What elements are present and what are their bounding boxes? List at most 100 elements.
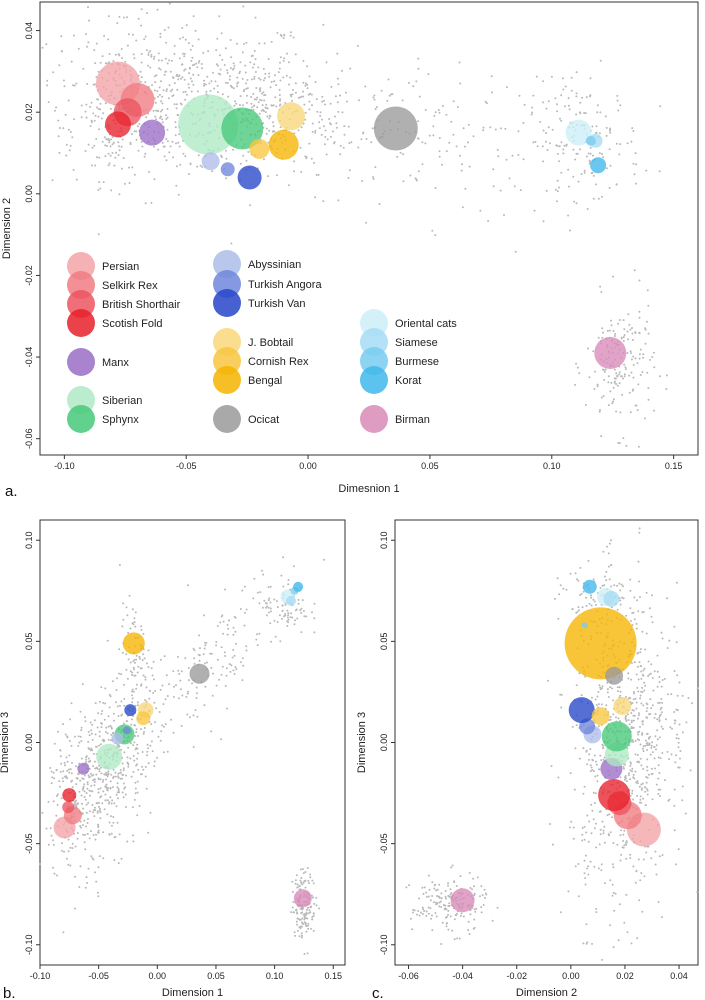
legend-swatch (213, 250, 241, 278)
y-tick-label: -0.06 (24, 428, 34, 449)
y-tick-label: 0.00 (24, 185, 34, 203)
x-tick-label: 0.05 (421, 461, 439, 471)
x-tick-label: 0.15 (325, 971, 343, 981)
legend-swatch (67, 309, 95, 337)
sample-points (41, 2, 668, 448)
plot-panel-a: -0.10 -0.05 0.00 0.05 0.10 0.15 -0.06 -0.04 -0.0… (1, 1, 699, 500)
plot-panel-b: -0.10 -0.05 0.00 0.05 0.10 0.15 -0.10 -0.05 0.00… (0, 519, 346, 1000)
sample-points (405, 527, 699, 961)
legend-swatch (360, 405, 388, 433)
legend-label: Oriental cats (395, 318, 457, 330)
legend-item: Ocicat (213, 405, 279, 433)
y-tick-label: 0.10 (24, 531, 34, 549)
legend-swatch (213, 289, 241, 317)
legend-label: Siberian (102, 395, 142, 407)
legend-item: Bengal (213, 366, 282, 394)
breed-point-bengal (268, 129, 299, 160)
x-axis-label: Dimension 2 (516, 987, 577, 999)
plot-panel-c: -0.06 -0.04 -0.02 0.00 0.02 0.04 -0.10 -0.05 0.0… (356, 519, 699, 1000)
breed-point-korat (293, 581, 304, 592)
breed-point-scotish-fold (598, 779, 631, 812)
breed-point-turkish-van (124, 704, 137, 717)
x-tick-label: 0.15 (665, 461, 683, 471)
x-tick-label: -0.10 (30, 971, 51, 981)
y-tick-label: 0.00 (379, 734, 389, 752)
x-tick-label: 0.10 (543, 461, 561, 471)
legend-swatch (360, 366, 388, 394)
x-tick-label: 0.02 (616, 971, 634, 981)
legend-label: Burmese (395, 356, 439, 368)
legend-item: Korat (360, 366, 421, 394)
legend-item: Birman (360, 405, 430, 433)
legend-label: Turkish Van (248, 298, 305, 310)
breed-point-cornish-rex (136, 711, 151, 726)
x-tick-label: 0.04 (670, 971, 688, 981)
panel-label: b. (3, 985, 16, 1000)
breed-point-birman (450, 888, 475, 913)
breed-point-ocicat (605, 666, 624, 685)
breed-point-turkish-van (237, 165, 262, 190)
x-tick-label: -0.05 (88, 971, 109, 981)
y-tick-label: 0.05 (379, 633, 389, 651)
legend-label: Ocicat (248, 414, 279, 426)
legend-label: Scotish Fold (102, 318, 163, 330)
legend-label: Selkirk Rex (102, 280, 158, 292)
y-tick-label: -0.02 (24, 265, 34, 286)
breed-point-sphynx (601, 721, 632, 752)
breed-point-turkish-angora (220, 162, 235, 177)
breed-point-birman (594, 337, 627, 369)
x-tick-label: -0.05 (176, 461, 197, 471)
breed-point-sphynx (221, 107, 264, 150)
breed-point-burmese (581, 622, 588, 629)
breed-point-ocicat (189, 663, 210, 684)
legend-swatch (67, 348, 95, 376)
legend-label: Persian (102, 261, 139, 273)
y-tick-label: 0.00 (24, 734, 34, 752)
legend-label: Sphynx (102, 414, 139, 426)
breed-point-siamese (286, 595, 296, 606)
x-tick-label: -0.06 (398, 971, 419, 981)
legend-item: Manx (67, 348, 129, 376)
x-tick-label: -0.02 (506, 971, 527, 981)
breed-point-j-bobtail (277, 102, 305, 131)
y-tick-label: 0.05 (24, 633, 34, 651)
legend-label: Bengal (248, 375, 282, 387)
breed-point-bengal (122, 632, 145, 655)
breed-point-scotish-fold (105, 111, 131, 138)
legend-label: Korat (395, 375, 421, 387)
legend-item: Turkish Van (213, 289, 305, 317)
y-tick-label: 0.04 (24, 22, 34, 40)
breed-point-siamese (603, 590, 620, 607)
x-tick-label: -0.04 (452, 971, 473, 981)
breed-point-abyssinian (111, 732, 124, 745)
breed-point-bengal (564, 607, 637, 680)
y-axis-label: Dimension 3 (356, 712, 368, 773)
breed-point-manx (77, 762, 90, 775)
plot-frame (39, 1, 699, 456)
panel-label: c. (372, 985, 384, 1000)
x-tick-label: 0.00 (149, 971, 167, 981)
y-tick-label: -0.05 (379, 833, 389, 854)
x-tick-label: 0.00 (562, 971, 580, 981)
breed-point-burmese (585, 135, 596, 146)
legend-label: Manx (102, 357, 129, 369)
breed-point-ocicat (373, 106, 418, 151)
sample-points (39, 556, 326, 955)
breed-point-siberian (96, 743, 123, 770)
y-tick-label: 0.02 (24, 103, 34, 121)
legend-label: Cornish Rex (248, 356, 309, 368)
y-tick-label: -0.05 (24, 833, 34, 854)
legend-item: Sphynx (67, 405, 139, 433)
legend-label: J. Bobtail (248, 337, 293, 349)
breed-point-siberian (178, 94, 239, 155)
y-axis-label: Dimension 3 (0, 712, 11, 773)
y-tick-label: 0.10 (379, 531, 389, 549)
legend-label: British Shorthair (102, 299, 181, 311)
breed-point-scotish-fold (62, 788, 77, 803)
x-tick-label: -0.10 (54, 461, 75, 471)
x-tick-label: 0.05 (207, 971, 225, 981)
legend: Persian Selkirk Rex British Shorthair Scoti… (67, 250, 457, 433)
legend-label: Siamese (395, 337, 438, 349)
y-tick-label: -0.04 (24, 347, 34, 368)
